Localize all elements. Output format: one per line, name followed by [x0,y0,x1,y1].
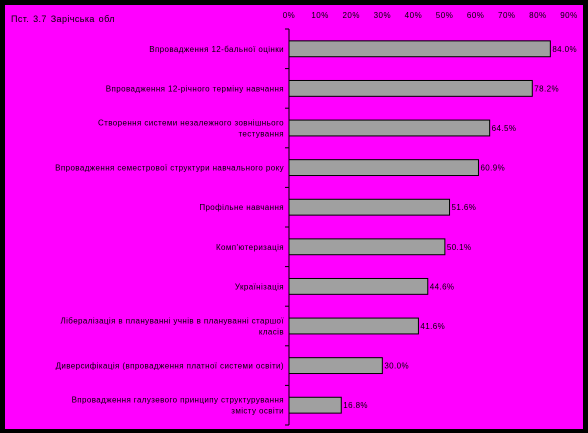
bar [288,198,451,216]
category-label: Впровадження 12-річного терміну навчання [106,84,284,93]
x-tick-label: 80% [529,11,547,20]
bar [288,396,342,414]
category-label: Впровадження 12-бальної оцінки [149,45,284,54]
value-label: 30.0% [384,362,409,371]
bar [288,79,533,97]
category-label: Створення системи незалежного зовнішньог… [98,119,284,128]
value-label: 44.6% [430,282,455,291]
x-tick-label: 70% [498,11,516,20]
x-tick-label: 0% [283,11,296,20]
value-label: 84.0% [552,45,577,54]
category-label: Диверсифікація (впровадження платної сис… [56,362,284,371]
category-label: Комп'ютеризація [216,243,284,252]
x-tick-label: 50% [436,11,454,20]
bar [288,277,429,295]
x-tick-label: 20% [342,11,360,20]
bar [288,159,479,177]
value-label: 51.6% [452,203,477,212]
category-label: Впровадження семестрової структури навча… [55,164,284,173]
value-label: 50.1% [447,243,472,252]
x-tick-label: 90% [560,11,578,20]
x-tick-label: 30% [374,11,392,20]
chart-frame: Пст. 3.7 Зарічська обл 0% 10% 20% 30% 40% 50%… [4,4,584,430]
category-label: Впровадження галузевого принципу структу… [72,396,284,405]
bar [288,238,446,256]
bar [288,357,383,375]
chart-title: Пст. 3.7 Зарічська обл [11,14,115,24]
value-label: 78.2% [534,84,559,93]
value-label: 16.8% [343,401,368,410]
bar [288,119,491,137]
value-label: 60.9% [480,164,505,173]
value-label: 64.5% [492,124,517,133]
x-tick-label: 60% [467,11,485,20]
x-tick-label: 40% [405,11,423,20]
x-tick-label: 10% [311,11,329,20]
bar-chart: 0% 10% 20% 30% 40% 50% 60% 70% 80% 90% 84.0% Впрова… [55,11,578,426]
category-label: Українізація [235,282,284,291]
value-label: 41.6% [420,322,445,331]
category-label: тестування [238,130,284,139]
category-label: змісту освіти [231,407,284,416]
bar [288,40,551,58]
category-label: класів [259,328,284,337]
category-label: Лібералізація в плануванні учнів в плану… [60,317,284,326]
bar [288,317,419,335]
category-label: Профільне навчання [199,203,284,212]
